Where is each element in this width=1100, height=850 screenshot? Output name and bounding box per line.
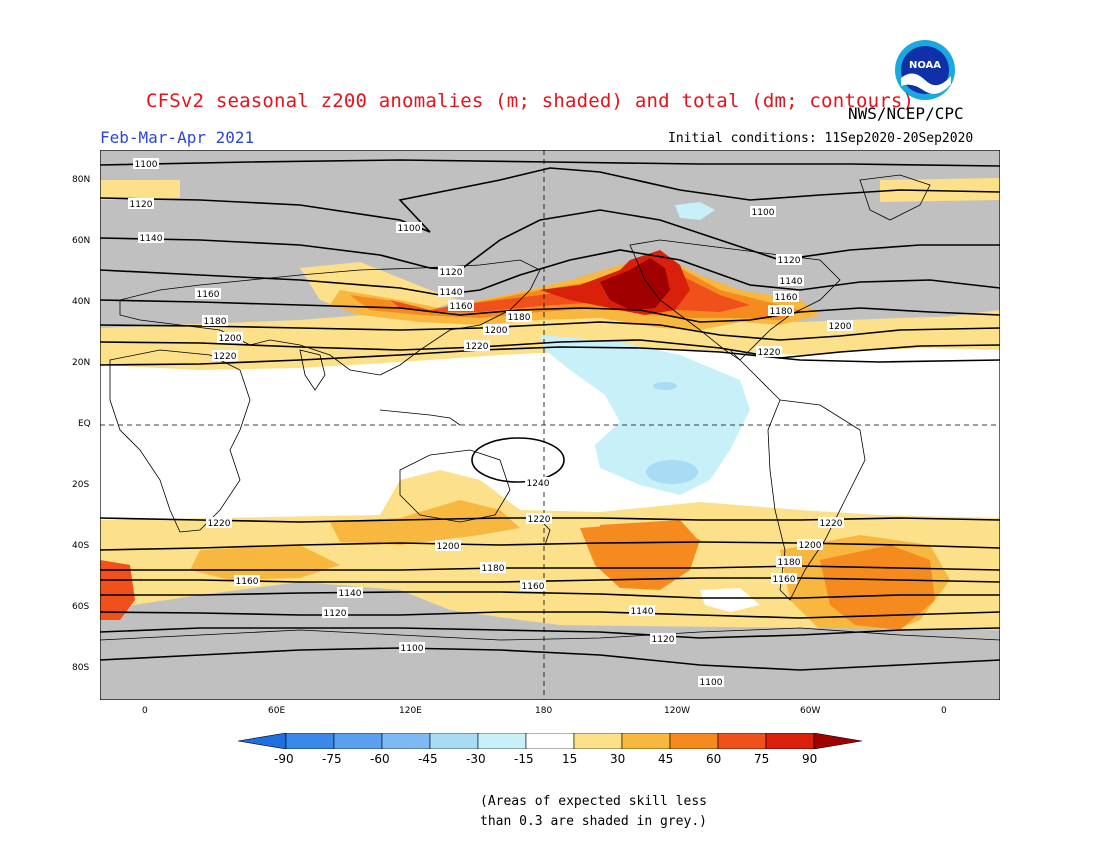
footnote-line-1: (Areas of expected skill less bbox=[480, 794, 707, 809]
colorbar-swatch bbox=[669, 733, 719, 749]
colorbar-swatch bbox=[381, 733, 431, 749]
svg-text:1100: 1100 bbox=[700, 678, 723, 688]
svg-text:1220: 1220 bbox=[820, 519, 843, 529]
colorbar-swatch bbox=[717, 733, 767, 749]
tropical-band bbox=[100, 345, 1000, 515]
anomaly-map: 1100 1100 1100 1120 1120 1120 1140 1140 … bbox=[100, 150, 1000, 700]
colorbar-tick-label: 75 bbox=[754, 752, 770, 766]
lat-label-60s: 60S bbox=[72, 602, 90, 612]
lon-label-120w: 120W bbox=[664, 706, 691, 716]
colorbar-tick-label: -60 bbox=[370, 752, 390, 766]
org-label: NWS/NCEP/CPC bbox=[848, 104, 964, 123]
svg-text:1120: 1120 bbox=[130, 200, 153, 210]
svg-text:1160: 1160 bbox=[450, 302, 473, 312]
svg-text:1220: 1220 bbox=[528, 515, 551, 525]
colorbar-tick-label: -90 bbox=[274, 752, 294, 766]
svg-text:1100: 1100 bbox=[398, 224, 421, 234]
svg-text:1200: 1200 bbox=[799, 541, 822, 551]
chart-title: CFSv2 seasonal z200 anomalies (m; shaded… bbox=[146, 90, 915, 112]
period-label: Feb-Mar-Apr 2021 bbox=[100, 128, 255, 147]
contour-1240 bbox=[471, 437, 565, 483]
colorbar-tick-label: -45 bbox=[418, 752, 438, 766]
svg-text:1160: 1160 bbox=[775, 293, 798, 303]
svg-text:1180: 1180 bbox=[770, 307, 793, 317]
svg-text:1140: 1140 bbox=[339, 589, 362, 599]
noaa-logo: NOAA bbox=[893, 38, 957, 102]
tropical-negative-anomaly bbox=[540, 335, 750, 495]
colorbar-swatch bbox=[765, 733, 815, 749]
svg-text:1160: 1160 bbox=[773, 575, 796, 585]
skill-footnote: (Areas of expected skill less than 0.3 a… bbox=[480, 792, 707, 832]
nh-anomaly-max bbox=[600, 258, 670, 310]
colorbar-swatch bbox=[525, 733, 575, 749]
sh-positive-band bbox=[100, 470, 1000, 655]
svg-text:1140: 1140 bbox=[440, 288, 463, 298]
svg-text:1120: 1120 bbox=[778, 256, 801, 266]
svg-text:1200: 1200 bbox=[829, 322, 852, 332]
lat-label-40n: 40N bbox=[72, 297, 91, 307]
lat-label-60n: 60N bbox=[72, 236, 91, 246]
colorbar-swatch bbox=[333, 733, 383, 749]
svg-text:1100: 1100 bbox=[401, 644, 424, 654]
lat-label-20n: 20N bbox=[72, 358, 91, 368]
colorbar-swatch bbox=[429, 733, 479, 749]
colorbar-min-arrow bbox=[238, 733, 287, 749]
lon-label-180: 180 bbox=[535, 706, 553, 716]
svg-text:1100: 1100 bbox=[135, 160, 158, 170]
svg-text:1220: 1220 bbox=[214, 352, 237, 362]
lon-label-60w: 60W bbox=[800, 706, 821, 716]
svg-text:1200: 1200 bbox=[485, 326, 508, 336]
svg-text:1180: 1180 bbox=[204, 317, 227, 327]
lon-label-120e: 120E bbox=[399, 706, 422, 716]
colorbar-max-arrow bbox=[813, 733, 862, 749]
svg-text:1160: 1160 bbox=[236, 577, 259, 587]
svg-text:1200: 1200 bbox=[219, 334, 242, 344]
colorbar-tick-label: 30 bbox=[610, 752, 626, 766]
colorbar-tick-label: 90 bbox=[802, 752, 818, 766]
svg-text:1160: 1160 bbox=[522, 582, 545, 592]
svg-text:1180: 1180 bbox=[778, 558, 801, 568]
colorbar-tick-label: -75 bbox=[322, 752, 342, 766]
svg-text:1160: 1160 bbox=[197, 290, 220, 300]
svg-text:1120: 1120 bbox=[652, 635, 675, 645]
colorbar-swatch bbox=[477, 733, 527, 749]
colorbar bbox=[238, 733, 862, 749]
svg-text:1220: 1220 bbox=[208, 519, 231, 529]
initial-conditions-label: Initial conditions: 11Sep2020-20Sep2020 bbox=[668, 131, 974, 146]
colorbar-swatch bbox=[285, 733, 335, 749]
svg-text:1220: 1220 bbox=[466, 342, 489, 352]
lon-label-0-left: 0 bbox=[142, 706, 148, 716]
lat-label-80s: 80S bbox=[72, 663, 90, 673]
colorbar-tick-label: 60 bbox=[706, 752, 722, 766]
svg-text:1120: 1120 bbox=[324, 609, 347, 619]
svg-text:1220: 1220 bbox=[758, 348, 781, 358]
svg-text:1100: 1100 bbox=[752, 208, 775, 218]
lat-label-40s: 40S bbox=[72, 541, 90, 551]
lon-label-60e: 60E bbox=[268, 706, 286, 716]
svg-text:1200: 1200 bbox=[437, 542, 460, 552]
footnote-line-2: than 0.3 are shaded in grey.) bbox=[480, 814, 707, 829]
lat-label-eq: EQ bbox=[78, 419, 91, 429]
svg-text:1140: 1140 bbox=[140, 234, 163, 244]
svg-text:1240: 1240 bbox=[527, 479, 550, 489]
colorbar-swatch bbox=[621, 733, 671, 749]
height-contours bbox=[100, 159, 1000, 671]
lon-label-0-right: 0 bbox=[941, 706, 947, 716]
svg-text:1180: 1180 bbox=[508, 313, 531, 323]
lat-label-20s: 20S bbox=[72, 480, 90, 490]
colorbar-tick-label: -15 bbox=[514, 752, 534, 766]
svg-text:1120: 1120 bbox=[440, 268, 463, 278]
colorbar-swatch bbox=[573, 733, 623, 749]
svg-text:1140: 1140 bbox=[631, 607, 654, 617]
svg-text:1140: 1140 bbox=[780, 277, 803, 287]
colorbar-tick-label: -30 bbox=[466, 752, 486, 766]
colorbar-tick-label: 45 bbox=[658, 752, 674, 766]
noaa-logo-text: NOAA bbox=[909, 60, 941, 71]
lat-label-80n: 80N bbox=[72, 175, 91, 185]
contour-labels: 1100 1100 1100 1120 1120 1120 1140 1140 … bbox=[128, 158, 853, 688]
svg-text:1180: 1180 bbox=[482, 564, 505, 574]
colorbar-tick-label: 15 bbox=[562, 752, 578, 766]
